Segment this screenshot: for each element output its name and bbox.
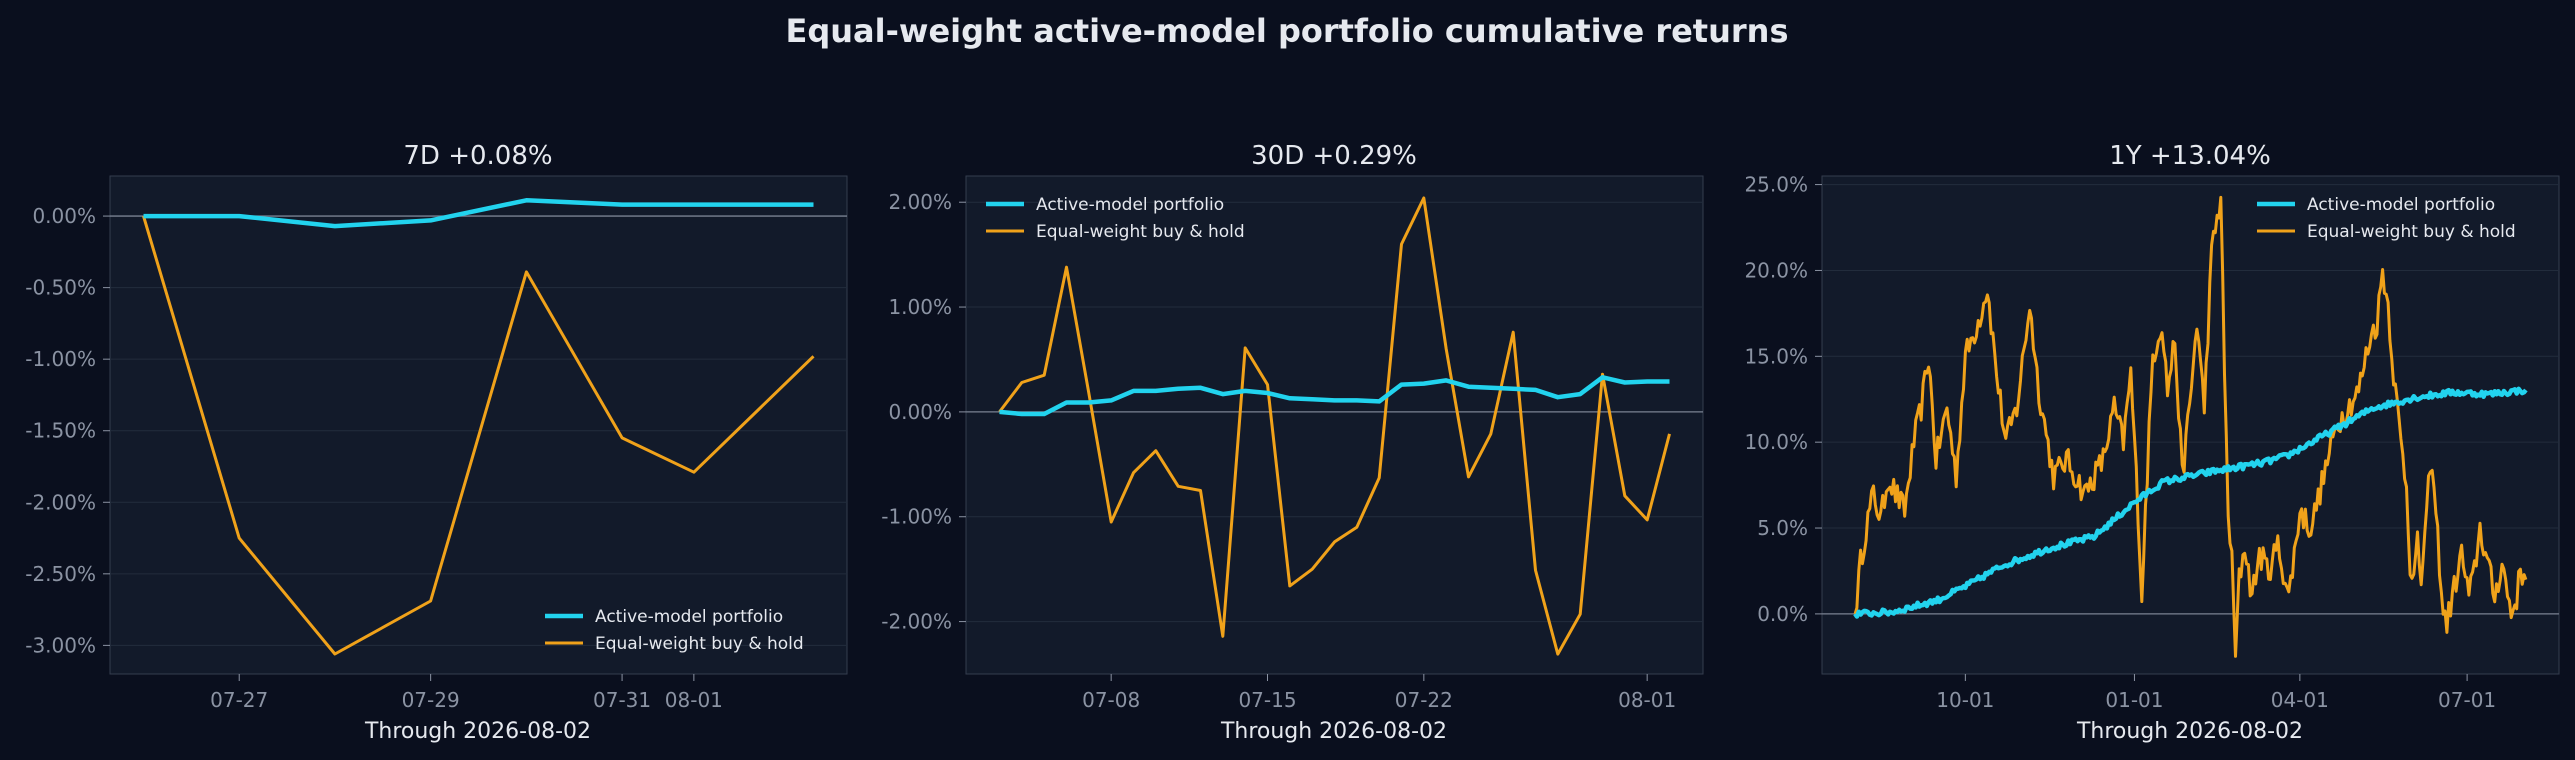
y-tick-label: 0.00% [888,400,952,424]
x-tick-label: 07-29 [402,688,460,712]
legend-label: Equal-weight buy & hold [2307,222,2516,242]
figure-title: Equal-weight active-model portfolio cumu… [786,12,1789,50]
y-tick-label: 0.0% [1757,602,1808,626]
y-tick-label: -1.00% [25,347,96,371]
active-model-line [999,375,1670,417]
legend-label: Equal-weight buy & hold [1036,222,1245,242]
active-model-line [143,198,814,229]
x-axis-label: Through 2026-08-02 [364,719,591,744]
panel-30d: 30D +0.29% Through 2026-08-02 2.00% 1.00%… [881,141,1704,744]
panel-title: 30D +0.29% [1251,141,1417,171]
y-tick-label: 1.00% [888,295,952,319]
y-tick-label: 20.0% [1744,258,1808,282]
y-tick-label: 15.0% [1744,344,1808,368]
y-tick-label: -1.50% [25,419,96,443]
x-tick-label: 07-15 [1238,688,1296,712]
y-tick-label: 0.00% [32,204,96,228]
plot-area [965,175,1704,675]
x-tick-label: 07-22 [1395,688,1453,712]
y-tick-label: 25.0% [1744,173,1808,197]
x-tick-label: 07-31 [593,688,651,712]
legend-label: Active-model portfolio [595,607,783,627]
plot-area [1821,175,2560,675]
legend-label: Active-model portfolio [2307,195,2495,215]
x-tick-label: 04-01 [2271,688,2329,712]
y-tick-label: 5.0% [1757,516,1808,540]
x-tick-label: 08-01 [665,688,723,712]
y-tick-label: -2.00% [881,610,952,634]
y-tick-label: -1.00% [881,505,952,529]
active-model-line [1853,386,2528,619]
x-tick-label: 01-01 [2105,688,2163,712]
legend-label: Equal-weight buy & hold [595,634,804,654]
x-tick-label: 07-27 [210,688,268,712]
y-tick-label: 2.00% [888,190,952,214]
y-tick-label: -2.00% [25,490,96,514]
x-axis-label: Through 2026-08-02 [1220,719,1447,744]
buy-hold-line [1853,195,2528,658]
y-tick-label: -0.50% [25,276,96,300]
x-axis-label: Through 2026-08-02 [2076,719,2303,744]
buy-hold-line [998,196,1671,656]
legend-label: Active-model portfolio [1036,195,1224,215]
y-tick-label: 10.0% [1744,430,1808,454]
buy-hold-line [142,215,815,656]
y-tick-label: -2.50% [25,562,96,586]
panel-title: 1Y +13.04% [2109,141,2271,171]
panel-7d: 7D +0.08% Through 2026-08-02 0.00% -0.50%… [25,141,848,744]
y-tick-label: -3.00% [25,633,96,657]
panel-title: 7D +0.08% [403,141,552,171]
x-tick-label: 07-08 [1082,688,1140,712]
x-tick-label: 08-01 [1618,688,1676,712]
panel-1y: 1Y +13.04% Through 2026-08-02 25.0% 20.0%… [1744,141,2560,744]
x-tick-label: 07-01 [2438,688,2496,712]
x-tick-label: 10-01 [1936,688,1994,712]
plot-area [109,175,848,675]
